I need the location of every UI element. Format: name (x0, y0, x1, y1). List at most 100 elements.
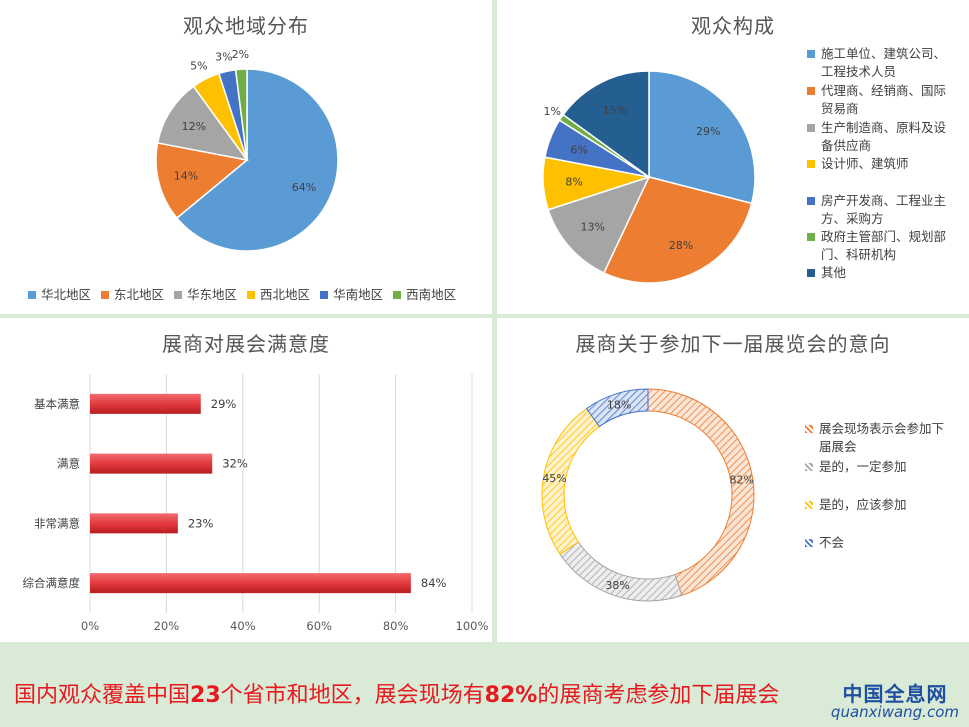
legend-label: 西北地区 (260, 287, 311, 302)
data-label: 28% (669, 239, 693, 252)
data-label: 5% (190, 60, 207, 73)
legend-label: 生产制造商、原料及设 备供应商 (821, 120, 947, 153)
legend-item: 东北地区 (101, 284, 164, 303)
bar (90, 573, 411, 594)
bar-chart-exhibitor-satisfaction: 0% 20% 40% 60% 80% 100% 基本满意 29% 满意 32% 非常满意 23% 综合满… (23, 374, 489, 633)
x-tick-label: 0% (81, 619, 99, 633)
y-category-label: 综合满意度 (23, 576, 81, 590)
banner-text-part: 82% (484, 683, 538, 708)
legend-item: 西南地区 (393, 284, 456, 303)
legend-swatch (807, 124, 815, 132)
legend-swatch (247, 291, 256, 299)
legend-label: 西南地区 (406, 287, 457, 302)
legend-label: 不会 (819, 535, 845, 550)
data-label: 29% (696, 125, 720, 138)
legend-swatch (805, 463, 813, 471)
legend-swatch (805, 539, 813, 547)
pie-slice-6 (562, 70, 650, 179)
legend-label: 展会现场表示会参加下 届展会 (819, 421, 945, 454)
y-category-label: 满意 (57, 457, 80, 471)
legend-swatch (807, 269, 815, 277)
legend-label: 是的，一定参加 (819, 459, 907, 474)
chart-panel-audience-region: 观众地域分布 64% 14% 12% 5% 3% 2% 华北地区 东北地区 华东地区 西北地区华… (0, 0, 492, 314)
legend-swatch (805, 501, 813, 509)
y-category-label: 基本满意 (34, 397, 80, 411)
data-label: 45% (542, 472, 566, 485)
data-label: 15% (603, 104, 627, 117)
legend-swatch (174, 291, 183, 299)
data-label: 6% (571, 143, 588, 156)
chart-legend: 施工单位、建筑公司、 工程技术人员 代理商、经销商、国际 贸易商 生产制造商、原料及设备… (807, 45, 967, 295)
legend-swatch (807, 197, 815, 205)
pie-slice-5 (234, 68, 248, 161)
chart-title: 观众构成 (691, 14, 775, 38)
legend-label: 东北地区 (114, 287, 165, 302)
y-category-label: 非常满意 (34, 516, 80, 530)
pie-slice-0 (648, 70, 756, 205)
watermark-logo: 中国全息网 quanxiwang.com (831, 678, 959, 721)
pie-slice-1 (155, 142, 249, 220)
x-tick-label: 40% (230, 619, 256, 633)
pie-slice-1 (602, 176, 753, 284)
legend-swatch (807, 160, 815, 168)
legend-label: 其他 (821, 265, 847, 280)
chart-panel-audience-composition: 观众构成 29% 28% 13% 8% 6% 1% 15% 施工单位、建筑公司、 工程技术人员… (497, 0, 969, 314)
chart-title: 展商对展会满意度 (162, 332, 330, 356)
watermark-en: quanxiwang.com (830, 703, 959, 721)
pie-slice-2 (156, 85, 249, 162)
legend-swatch (28, 291, 36, 299)
legend-label: 施工单位、建筑公司、 工程技术人员 (821, 46, 947, 79)
legend-swatch (393, 291, 402, 299)
pie-chart-audience-composition: 29% 28% 13% 8% 6% 1% 15% (542, 70, 756, 284)
banner-text-part: 的展商考虑参加下届展会 (537, 683, 780, 708)
legend-swatch (320, 291, 329, 299)
legend-label: 设计师、建筑师 (821, 156, 909, 171)
pie-slice-1 (559, 541, 683, 602)
pie-slice-3 (585, 388, 649, 428)
legend-swatch (807, 87, 815, 95)
data-label: 64% (292, 181, 316, 194)
summary-banner-text: 国内观众覆盖中国23个省市和地区，展会现场有82%的展商考虑参加下届展会 (14, 677, 779, 709)
x-tick-label: 100% (456, 619, 489, 633)
data-label: 3% (215, 51, 232, 64)
legend-swatch (807, 233, 815, 241)
legend-label: 华南地区 (333, 287, 384, 302)
data-label: 12% (182, 120, 206, 133)
watermark-cn: 中国全息网 (842, 682, 948, 706)
data-label: 14% (174, 170, 198, 183)
banner-text-part: 个省市和地区，展会现场有 (220, 683, 485, 708)
bar (90, 513, 178, 534)
legend-label: 代理商、经销商、国际 贸易商 (821, 83, 947, 116)
chart-title: 观众地域分布 (183, 14, 309, 38)
data-label: 32% (222, 457, 248, 471)
bar (90, 393, 201, 414)
data-label: 23% (188, 516, 214, 530)
legend-label: 房产开发商、工程业主 方、采购方 (821, 193, 947, 226)
chart-legend: 华北地区 东北地区 华东地区 西北地区 华南地区 西南地区 (28, 284, 466, 303)
legend-item: 西北地区 (247, 284, 310, 303)
chart-title: 展商关于参加下一届展览会的意向 (575, 332, 891, 356)
data-label: 38% (605, 579, 629, 592)
legend-swatch (805, 425, 813, 433)
legend-label: 华北地区 (41, 287, 92, 302)
banner-text-part: 23 (190, 683, 221, 708)
x-tick-label: 20% (154, 619, 180, 633)
chart-legend: 展会现场表示会参加下 届展会是的，一定参加 是的，应该参加 不会 (805, 420, 965, 560)
x-tick-label: 60% (306, 619, 332, 633)
x-tick-label: 80% (383, 619, 409, 633)
data-label: 13% (581, 221, 605, 234)
data-label: 84% (421, 576, 447, 590)
doughnut-chart-next-exhibition-intent: 82% 38% 45% 18% (541, 388, 755, 602)
data-label: 18% (607, 398, 631, 411)
data-label: 8% (565, 176, 582, 189)
legend-item: 华东地区 (174, 284, 237, 303)
chart-panel-exhibitor-satisfaction: 展商对展会满意度 0% 20% 40% 60% 80% 100% 基本满意 29% 满意 32% 非… (0, 318, 492, 642)
legend-label: 是的，应该参加 (819, 497, 907, 512)
banner-text-part: 国内观众覆盖中国 (14, 683, 191, 708)
data-label: 29% (211, 397, 237, 411)
data-label: 1% (544, 105, 561, 118)
pie-slice-0 (647, 388, 755, 597)
legend-label: 政府主管部门、规划部 门、科研机构 (821, 229, 947, 262)
chart-panel-next-exhibition-intent: 展商关于参加下一届展览会的意向 82% 38% 45% 18% 展会现场表示会参加下届… (497, 318, 969, 642)
bar (90, 453, 213, 474)
